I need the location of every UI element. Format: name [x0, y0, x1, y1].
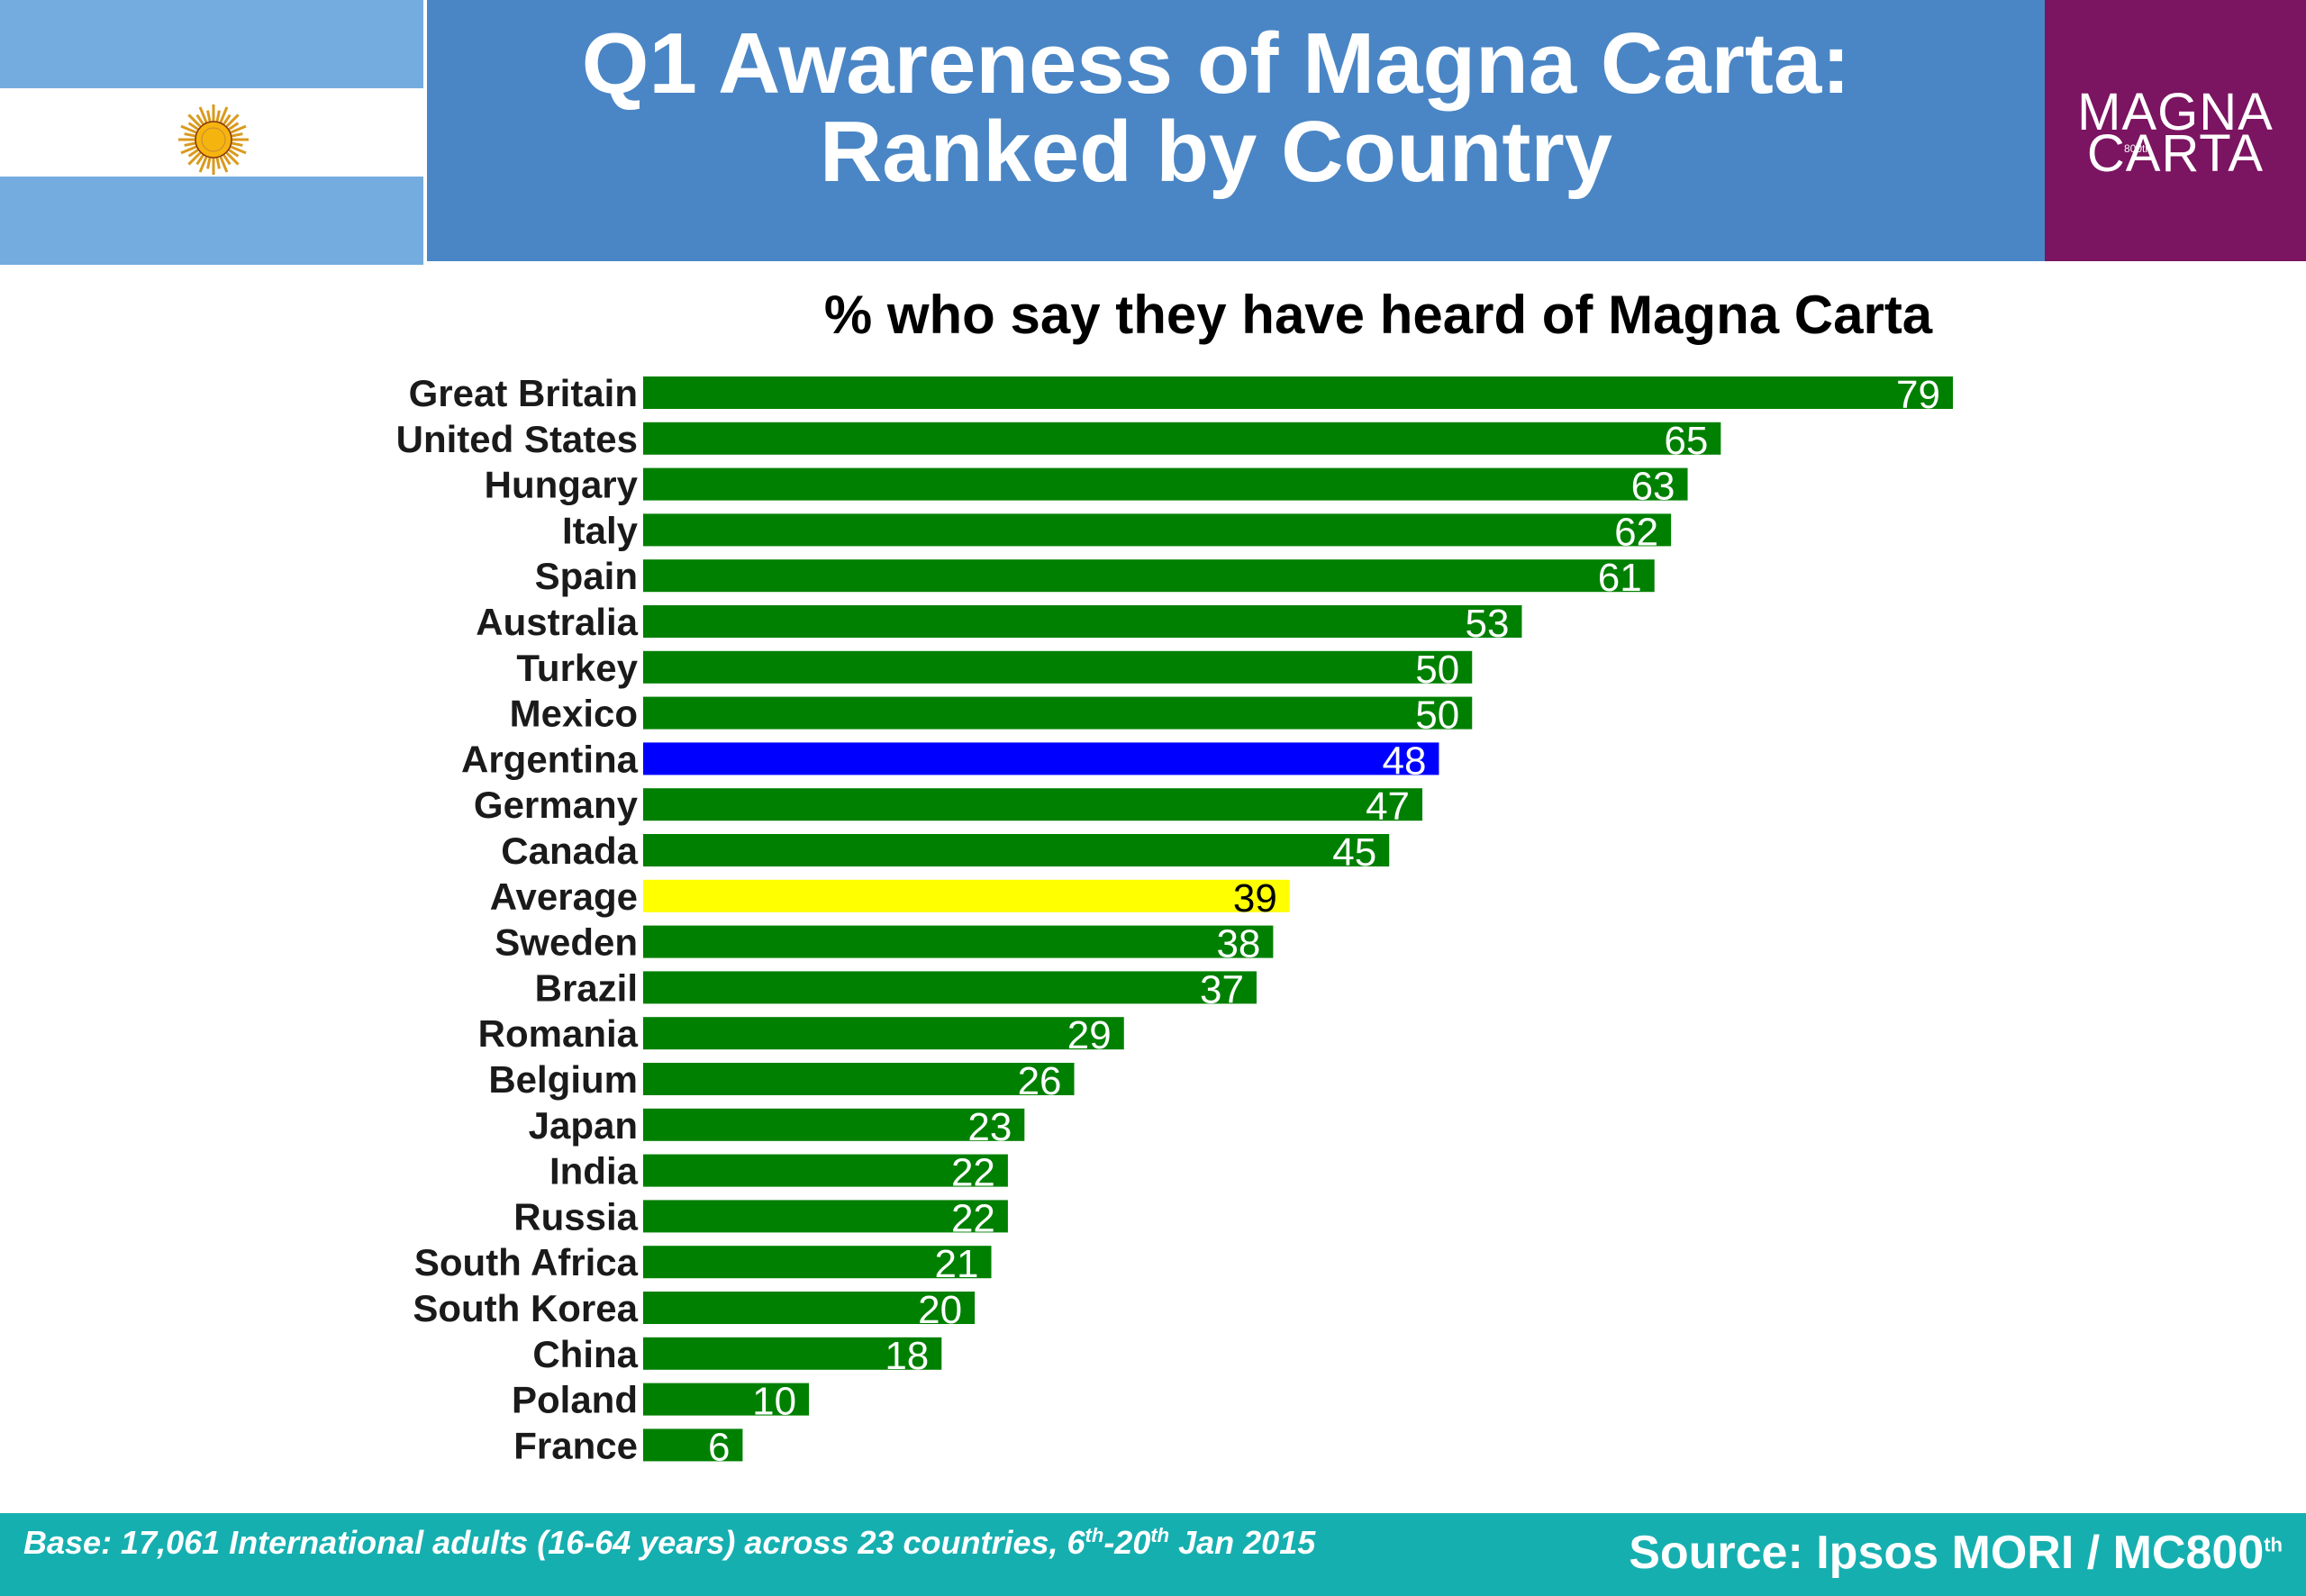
base-note-end: Jan 2015: [1169, 1524, 1316, 1561]
data-label: 53: [1466, 602, 1510, 646]
logo-line-1: MAGNA: [2077, 83, 2274, 141]
bar-brazil: [643, 971, 1257, 1004]
data-label: 22: [951, 1151, 995, 1195]
data-label: 21: [935, 1242, 979, 1286]
source-note: Source: Ipsos MORI / MC800th: [1629, 1526, 2283, 1580]
footer-bar: Base: 17,061 International adults (16-64…: [0, 1513, 2306, 1596]
category-label: Australia: [476, 601, 638, 643]
bar-mexico: [643, 696, 1473, 730]
bar-hungary: [643, 467, 1688, 501]
base-note-main: Base: 17,061 International adults (16-64…: [23, 1524, 1085, 1561]
category-label: Germany: [474, 784, 639, 826]
logo-line-2: CARTA: [2086, 124, 2265, 183]
category-label: Average: [490, 875, 638, 918]
category-label: Canada: [501, 830, 638, 872]
bar-india: [643, 1154, 1008, 1187]
base-note: Base: 17,061 International adults (16-64…: [23, 1524, 1315, 1562]
source-note-sup: th: [2264, 1533, 2283, 1556]
base-note-sup-2: th: [1150, 1524, 1170, 1546]
bar-canada: [643, 834, 1390, 866]
bar-chart: % who say they have heard of Magna Carta…: [396, 285, 1953, 1469]
argentina-flag-icon: [0, 0, 427, 265]
base-note-sup-1: th: [1085, 1524, 1104, 1546]
category-label: Romania: [478, 1012, 639, 1055]
title-line-1: Q1 Awareness of Magna Carta:: [581, 15, 1851, 112]
category-label: Argentina: [461, 738, 639, 780]
data-label: 37: [1200, 967, 1244, 1011]
bar-great-britain: [643, 376, 1953, 409]
data-label: 45: [1332, 830, 1376, 875]
data-label: 38: [1216, 922, 1260, 966]
category-label: Poland: [512, 1379, 638, 1421]
data-label: 63: [1631, 465, 1675, 509]
bars-group: Great Britain 79 United States 65 Hungary 63 I…: [396, 372, 1953, 1469]
bar-united-states: [643, 422, 1721, 455]
data-label: 62: [1614, 510, 1658, 554]
data-label: 26: [1018, 1059, 1062, 1103]
bar-sweden: [643, 925, 1274, 958]
title-line-2: Ranked by Country: [819, 104, 1613, 200]
bar-turkey: [643, 650, 1473, 684]
bar-spain: [643, 559, 1655, 593]
category-label: India: [549, 1150, 639, 1192]
data-label: 50: [1415, 648, 1459, 692]
bar-germany: [643, 788, 1423, 821]
category-label: Belgium: [488, 1058, 638, 1101]
bar-russia: [643, 1200, 1008, 1233]
data-label: 20: [918, 1288, 962, 1332]
data-label: 39: [1233, 876, 1277, 920]
bar-australia: [643, 605, 1522, 638]
data-label: 79: [1896, 373, 1940, 417]
data-label: 18: [885, 1334, 929, 1378]
data-label: 29: [1067, 1013, 1112, 1057]
category-label: United States: [396, 418, 638, 460]
category-label: France: [513, 1424, 638, 1466]
bar-japan: [643, 1108, 1025, 1141]
data-label: 50: [1415, 694, 1459, 738]
category-label: Italy: [562, 509, 639, 551]
bar-argentina: [643, 742, 1439, 775]
data-label: 47: [1366, 784, 1410, 829]
bar-italy: [643, 513, 1672, 547]
data-label: 6: [708, 1425, 730, 1469]
bar-south-korea: [643, 1292, 976, 1324]
header-banner: Q1 Awareness of Magna Carta: Ranked by C…: [0, 0, 2306, 265]
category-label: Spain: [535, 555, 638, 597]
category-label: Turkey: [516, 647, 638, 689]
category-label: Japan: [529, 1104, 638, 1147]
data-label: 23: [967, 1105, 1012, 1149]
bar-belgium: [643, 1063, 1075, 1095]
magna-carta-logo: MAGNA CARTA 800th: [2045, 0, 2306, 261]
data-label: 65: [1664, 419, 1708, 463]
page-title: Q1 Awareness of Magna Carta: Ranked by C…: [432, 20, 2000, 196]
category-label: Sweden: [495, 921, 638, 964]
bar-romania: [643, 1017, 1124, 1050]
category-label: China: [532, 1333, 638, 1375]
logo-badge: 800th: [2124, 142, 2152, 155]
bar-china: [643, 1337, 942, 1370]
category-label: Mexico: [510, 693, 638, 735]
category-label: Hungary: [485, 464, 639, 506]
category-label: South Korea: [413, 1287, 638, 1329]
bar-south-africa: [643, 1246, 992, 1279]
source-note-main: Source: Ipsos MORI / MC800: [1629, 1527, 2265, 1579]
sun-of-may-icon: [178, 104, 249, 175]
data-label: 10: [752, 1380, 796, 1424]
base-note-mid: -20: [1103, 1524, 1151, 1561]
category-label: Great Britain: [409, 372, 638, 414]
bar-poland: [643, 1383, 810, 1416]
category-label: Russia: [513, 1195, 638, 1238]
bar-france: [643, 1428, 743, 1462]
data-label: 48: [1382, 739, 1426, 783]
data-label: 61: [1598, 556, 1642, 600]
category-label: Brazil: [535, 966, 638, 1009]
data-label: 22: [951, 1196, 995, 1240]
bar-average: [643, 879, 1290, 912]
chart-title: % who say they have heard of Magna Carta: [824, 285, 1933, 345]
category-label: South Africa: [414, 1241, 639, 1283]
